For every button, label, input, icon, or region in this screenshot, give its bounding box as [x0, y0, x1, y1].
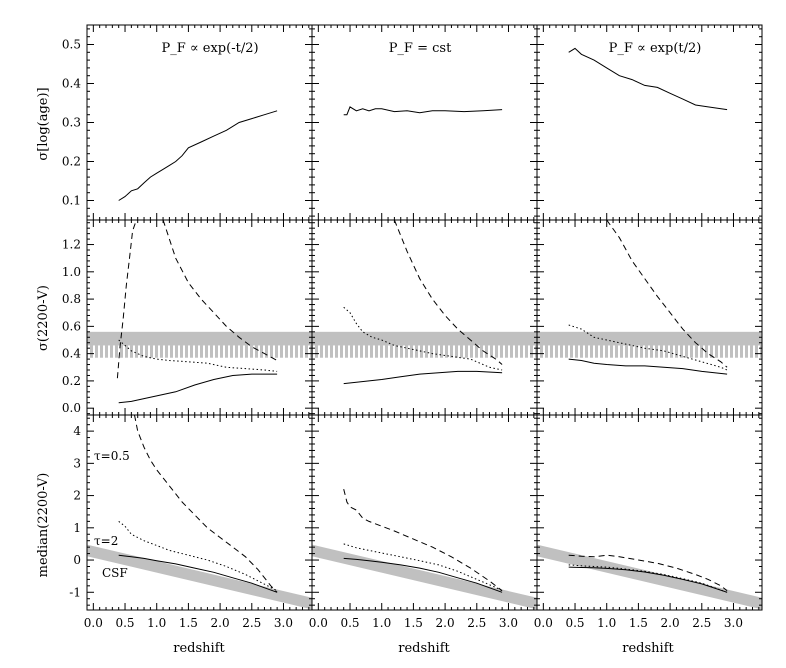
panel-r2-c0: -1 0 1 2 3 4 0.0 0.5 1.0 1.5 2.0 2.5 3.0: [69, 414, 313, 630]
y-tick-label: 0.4: [62, 347, 81, 361]
x-tick-label: 0.5: [565, 616, 584, 630]
x-tick-label: 1.5: [404, 616, 423, 630]
xlabel-col-1: redshift: [398, 641, 450, 656]
y-tick-label: 0.8: [62, 292, 81, 306]
series-line-dashed: [116, 220, 137, 379]
panel-plot-area: [568, 47, 728, 111]
x-tick-label: 0.5: [115, 616, 134, 630]
y-tick-label: 0: [73, 553, 81, 567]
x-tick-label: 1.0: [372, 616, 391, 630]
annotation-tau-2: τ=2: [94, 534, 118, 548]
panel-frame: [536, 219, 763, 416]
series-line-solid: [568, 566, 728, 593]
panel-title-1: P_F = cst: [389, 41, 452, 56]
x-tick-label: 0.0: [309, 616, 328, 630]
ylabel-row-1: σ(2200-V): [36, 285, 51, 351]
panel-plot-area: [343, 106, 503, 116]
series-line-solid: [568, 47, 728, 111]
series-line-dotted: [343, 306, 503, 371]
x-tick-label: 0.5: [340, 616, 359, 630]
x-tick-label: 2.5: [692, 616, 711, 630]
panel-plot-area: [312, 220, 537, 385]
panel-plot-area: [537, 220, 762, 375]
series-line-dashed: [162, 220, 278, 361]
panel-r2-c2: 0.0 0.5 1.0 1.5 2.0 2.5 3.0: [534, 414, 763, 630]
x-tick-label: 2.5: [242, 616, 261, 630]
panel-r1-c0: 0.0 0.2 0.4 0.6 0.8 1.0 1.2: [62, 219, 313, 416]
y-tick-label: -1: [69, 585, 81, 599]
observed-band-hatched: [87, 345, 312, 358]
series-line-solid: [343, 557, 503, 593]
y-tick-label: 0.4: [62, 77, 81, 91]
panel-frame: [536, 414, 763, 611]
y-tick-label: 1.0: [62, 265, 81, 279]
x-tick-label: 2.5: [467, 616, 486, 630]
series-line-dashed: [606, 220, 728, 368]
y-tick-label: 1: [73, 521, 81, 535]
y-tick-label: 0.5: [62, 38, 81, 52]
panel-title-2: P_F ∝ exp(t/2): [609, 41, 702, 56]
csf-band: [537, 544, 762, 610]
y-tick-label: 0.6: [62, 319, 81, 333]
y-tick-label: 0.2: [62, 155, 81, 169]
x-tick-label: 1.0: [597, 616, 616, 630]
panel-r1-c2: [536, 219, 763, 416]
panel-r1-c1: [311, 219, 538, 416]
y-tick-label: 0.2: [62, 374, 81, 388]
observed-band-solid: [87, 331, 312, 346]
series-line-solid: [343, 106, 503, 116]
panel-frame: [311, 219, 538, 416]
annotation-tau-0.5: τ=0.5: [94, 449, 130, 463]
panel-plot-area: [87, 220, 312, 404]
series-line-solid: [568, 358, 728, 375]
x-tick-label: 1.5: [179, 616, 198, 630]
x-tick-label: 3.0: [724, 616, 743, 630]
x-tick-label: 0.0: [84, 616, 103, 630]
y-tick-label: 2: [73, 489, 81, 503]
series-line-dotted: [343, 543, 503, 592]
y-tick-label: 0.1: [62, 194, 81, 208]
series-line-solid: [118, 373, 278, 404]
x-tick-label: 2.0: [211, 616, 230, 630]
panel-plot-area: [312, 488, 537, 610]
series-line-solid: [343, 370, 503, 385]
series-line-solid: [118, 554, 278, 593]
panel-r2-c1: 0.0 0.5 1.0 1.5 2.0 2.5 3.0: [309, 414, 538, 630]
panel-plot-area: [87, 415, 312, 610]
series-line-dotted: [568, 564, 728, 593]
y-tick-label: 0.0: [62, 401, 81, 415]
series-line-dotted: [118, 521, 278, 592]
y-tick-label: 1.2: [62, 238, 81, 252]
series-line-solid: [118, 110, 278, 201]
observed-band-hatched: [537, 345, 762, 358]
panel-plot-area: [537, 544, 762, 610]
y-tick-label: 4: [73, 424, 81, 438]
csf-band: [312, 544, 537, 610]
csf-band: [87, 544, 312, 610]
y-tick-label: 3: [73, 456, 81, 470]
observed-band-solid: [312, 331, 537, 346]
panel-title-0: P_F ∝ exp(-t/2): [161, 41, 258, 56]
annotation-csf: CSF: [102, 566, 128, 580]
series-line-dotted: [568, 324, 728, 371]
observed-band-solid: [537, 331, 762, 346]
x-tick-label: 3.0: [274, 616, 293, 630]
x-tick-label: 0.0: [534, 616, 553, 630]
x-tick-label: 2.0: [436, 616, 455, 630]
xlabel-col-2: redshift: [622, 641, 674, 656]
panel-plot-area: [118, 110, 278, 201]
series-line-dashed: [568, 554, 728, 592]
y-tick-label: 0.3: [62, 116, 81, 130]
x-tick-label: 3.0: [499, 616, 518, 630]
x-tick-label: 1.0: [147, 616, 166, 630]
xlabel-col-0: redshift: [173, 641, 225, 656]
x-tick-label: 1.5: [629, 616, 648, 630]
x-tick-label: 2.0: [661, 616, 680, 630]
ylabel-row-0: σ[log(age)]: [36, 87, 51, 160]
series-line-dashed: [343, 488, 503, 592]
panel-frame: [86, 219, 313, 416]
ylabel-row-2: median(2200-V): [36, 473, 51, 578]
